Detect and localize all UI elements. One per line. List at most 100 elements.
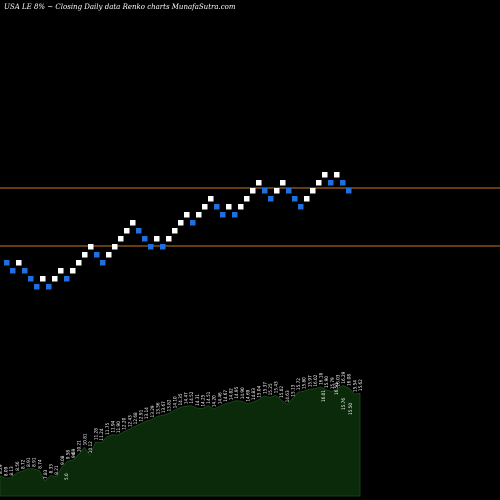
price-value-label: 9.58 bbox=[66, 450, 71, 460]
renko-brick-up bbox=[184, 212, 190, 218]
price-value-label: 14.63 bbox=[285, 390, 290, 402]
chart-symbol: USA LE 8% bbox=[4, 3, 46, 11]
price-value-label: 9.08 bbox=[60, 455, 65, 465]
renko-brick-up bbox=[154, 236, 160, 242]
renko-brick-up bbox=[310, 188, 316, 194]
renko-brick-down bbox=[64, 276, 70, 282]
price-value-label: 12.68 bbox=[133, 412, 138, 424]
price-value-label: 7.83 bbox=[43, 469, 48, 479]
chart-header: USA LE 8% ~ Closing Daily data Renko cha… bbox=[4, 3, 236, 11]
renko-brick-down bbox=[10, 268, 16, 274]
price-value-label: 13.67 bbox=[161, 401, 166, 413]
renko-brick-down bbox=[148, 244, 154, 250]
price-value-label: 13.82 bbox=[167, 399, 172, 411]
price-value-label: 14.10 bbox=[172, 396, 177, 408]
renko-brick-down bbox=[340, 180, 346, 186]
renko-brick-down bbox=[346, 188, 352, 194]
price-value-label: 8.91 bbox=[32, 457, 37, 467]
price-value-label: 15.97 bbox=[307, 375, 312, 387]
price-value-label: 8.72 bbox=[21, 459, 26, 469]
price-value-label: 8.74 bbox=[37, 459, 42, 469]
renko-brick-down bbox=[190, 220, 196, 226]
price-value-label: 11.28 bbox=[94, 428, 99, 440]
renko-brick-up bbox=[202, 204, 208, 210]
price-value-label: 15.37 bbox=[262, 382, 267, 394]
price-value-label: 9.69 bbox=[71, 448, 76, 458]
price-value-label: 8.33 bbox=[49, 464, 54, 474]
renko-brick-up bbox=[334, 172, 340, 178]
price-value-label: 8.91 bbox=[26, 457, 31, 467]
price-value-label: 15.04 bbox=[257, 385, 262, 397]
renko-brick-up bbox=[208, 196, 214, 202]
price-value-label: 15.02 bbox=[279, 386, 284, 398]
price-value-label: 15.25 bbox=[268, 383, 273, 395]
price-extra-label: 6 bbox=[71, 452, 76, 455]
price-area bbox=[0, 385, 361, 497]
renko-brick-up bbox=[178, 220, 184, 226]
price-value-label: 15.54 bbox=[352, 380, 357, 392]
price-value-label: 8.21 bbox=[54, 465, 59, 475]
price-value-label: 13.14 bbox=[144, 407, 149, 419]
renko-brick-up bbox=[196, 212, 202, 218]
renko-brick-down bbox=[328, 180, 334, 186]
price-value-label: 14.69 bbox=[246, 389, 251, 401]
renko-brick-up bbox=[88, 244, 94, 250]
renko-brick-up bbox=[16, 260, 22, 266]
price-extra-label: 16.50 bbox=[334, 383, 339, 395]
renko-brick-down bbox=[46, 284, 52, 290]
price-value-label: 16.03 bbox=[336, 374, 341, 386]
renko-brick-down bbox=[136, 228, 142, 234]
price-value-label: 12.20 bbox=[122, 417, 127, 429]
renko-brick-down bbox=[100, 260, 106, 266]
price-value-label: 8.09 bbox=[4, 466, 9, 476]
renko-brick-down bbox=[214, 204, 220, 210]
chart-caption: Closing Daily data Renko charts MunafaSu… bbox=[55, 3, 236, 11]
price-value-label: 14.83 bbox=[251, 388, 256, 400]
price-value-label: 16.18 bbox=[319, 373, 324, 385]
renko-brick-up bbox=[322, 172, 328, 178]
price-value-label: 14.51 bbox=[206, 391, 211, 403]
renko-brick-up bbox=[112, 244, 118, 250]
price-value-label: 11.75 bbox=[105, 422, 110, 434]
price-value-label: 14.25 bbox=[201, 394, 206, 406]
price-value-label: 15.79 bbox=[330, 377, 335, 389]
price-value-label: 14.90 bbox=[240, 387, 245, 399]
price-value-label: 16.02 bbox=[313, 374, 318, 386]
price-value-label: 8.29 bbox=[0, 464, 3, 474]
renko-brick-down bbox=[22, 268, 28, 274]
renko-brick-up bbox=[238, 204, 244, 210]
renko-brick-up bbox=[172, 228, 178, 234]
renko-bricks bbox=[4, 172, 352, 290]
price-value-label: 15.80 bbox=[302, 377, 307, 389]
price-extra-label: 15.50 bbox=[348, 403, 353, 415]
price-value-label: 10.21 bbox=[77, 440, 82, 452]
renko-brick-up bbox=[118, 236, 124, 242]
renko-brick-down bbox=[232, 212, 238, 218]
renko-brick-down bbox=[94, 252, 100, 258]
price-value-label: 15.90 bbox=[324, 376, 329, 388]
price-value-label: 8.56 bbox=[15, 461, 20, 471]
renko-brick-up bbox=[274, 188, 280, 194]
price-value-label: 12.91 bbox=[139, 409, 144, 421]
renko-brick-down bbox=[268, 196, 274, 202]
renko-brick-up bbox=[82, 252, 88, 258]
chart-tilde: ~ bbox=[47, 3, 54, 11]
price-value-label: 11.90 bbox=[116, 421, 121, 433]
renko-brick-up bbox=[256, 180, 262, 186]
price-value-label: 13.56 bbox=[156, 402, 161, 414]
renko-brick-up bbox=[52, 276, 58, 282]
renko-brick-up bbox=[70, 268, 76, 274]
renko-brick-up bbox=[58, 268, 64, 274]
price-value-label: 14.46 bbox=[217, 392, 222, 404]
renko-brick-up bbox=[124, 228, 130, 234]
price-value-label: 15.13 bbox=[291, 384, 296, 396]
price-extra-label: 5.0 bbox=[64, 473, 69, 480]
renko-brick-up bbox=[316, 180, 322, 186]
price-extra-label: 16.01 bbox=[321, 390, 326, 402]
renko-brick-up bbox=[244, 196, 250, 202]
renko-brick-up bbox=[40, 276, 46, 282]
renko-brick-up bbox=[166, 236, 172, 242]
renko-brick-down bbox=[160, 244, 166, 250]
price-extra-label: 15.76 bbox=[341, 398, 346, 410]
price-value-label: 14.95 bbox=[234, 386, 239, 398]
